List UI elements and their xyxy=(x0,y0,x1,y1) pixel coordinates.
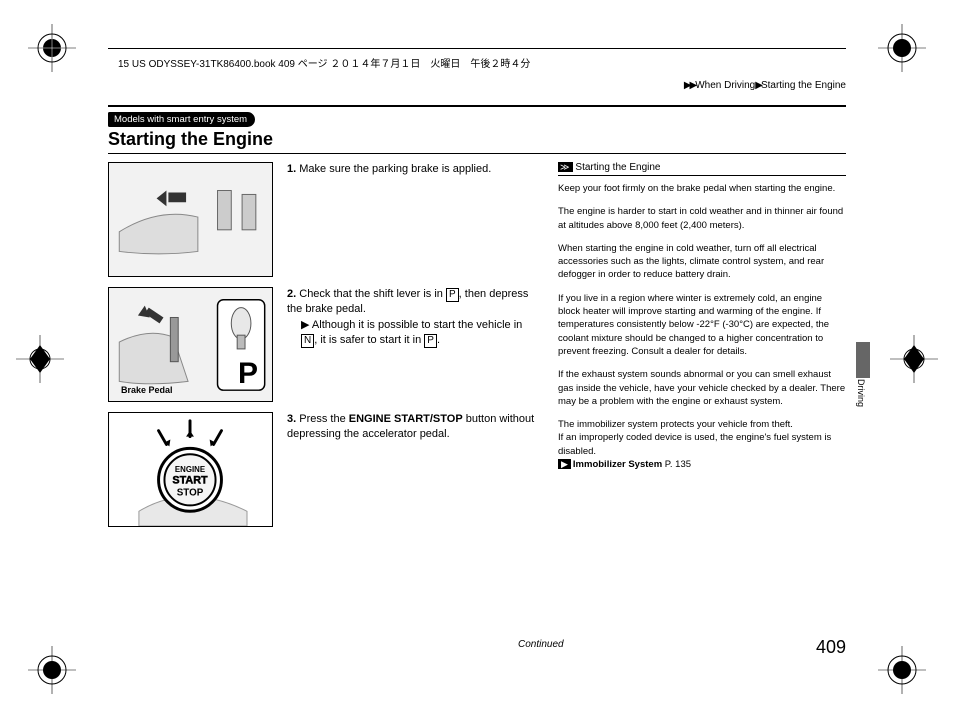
step-number: 2. xyxy=(287,288,296,300)
gear-box-p: P xyxy=(446,288,459,302)
steps-column: 1. Make sure the parking brake is applie… xyxy=(108,162,538,537)
step-sub: Although it is possible to start the veh… xyxy=(312,319,522,331)
step-number: 1. xyxy=(287,163,296,175)
figure-start-button: ENGINE START STOP xyxy=(108,412,273,527)
continued-label: Continued xyxy=(518,639,564,650)
sidebar-para: If you live in a region where winter is … xyxy=(558,292,846,358)
section-title: Starting the Engine xyxy=(108,129,846,154)
step-number: 3. xyxy=(287,413,296,425)
step-2: Brake Pedal P 2. Check that the shift le… xyxy=(108,287,538,402)
crop-mark-icon xyxy=(878,24,926,72)
sidebar-para: Keep your foot firmly on the brake pedal… xyxy=(558,182,846,195)
section-tab: Driving xyxy=(856,342,874,407)
triangle-icon: ▶ xyxy=(301,319,309,331)
ref-title: Immobilizer System xyxy=(573,459,662,470)
tab-bar xyxy=(856,342,870,378)
chevron-icon: ≫ xyxy=(558,162,573,172)
sidebar-para: If the exhaust system sounds abnormal or… xyxy=(558,368,846,408)
sidebar-para: When starting the engine in cold weather… xyxy=(558,242,846,282)
page-number: 409 xyxy=(816,637,846,658)
btn-line: START xyxy=(172,475,208,487)
sidebar-para: The immobilizer system protects your veh… xyxy=(558,418,846,471)
sidebar-title-text: Starting the Engine xyxy=(575,162,660,173)
step-sub: , it is safer to start it in xyxy=(314,334,424,346)
crop-mark-icon xyxy=(878,646,926,694)
step-text: 1. Make sure the parking brake is applie… xyxy=(287,162,538,277)
step-line: Make sure the parking brake is applied. xyxy=(299,163,491,175)
breadcrumb: ▶▶When Driving▶Starting the Engine xyxy=(108,80,846,91)
btn-line: ENGINE xyxy=(175,465,205,474)
crop-mark-icon xyxy=(890,335,938,383)
gear-box-p: P xyxy=(424,334,437,348)
step-line: Press the xyxy=(299,413,349,425)
variant-badge: Models with smart entry system xyxy=(108,112,255,127)
step-text: 2. Check that the shift lever is in P, t… xyxy=(287,287,538,402)
sidebar-title: ≫Starting the Engine xyxy=(558,162,846,176)
breadcrumb-part: Starting the Engine xyxy=(761,80,846,91)
ref-page: P. 135 xyxy=(662,459,691,470)
tab-label: Driving xyxy=(856,379,866,407)
header-file-info: 15 US ODYSSEY-31TK86400.book 409 ページ ２０１… xyxy=(118,55,530,70)
figure-parking-brake xyxy=(108,162,273,277)
step-text: 3. Press the ENGINE START/STOP button wi… xyxy=(287,412,538,527)
gear-box-n: N xyxy=(301,334,314,348)
step-line: Check that the shift lever is in xyxy=(299,288,446,300)
figure-label: Brake Pedal xyxy=(121,385,173,395)
sidebar-column: ≫Starting the Engine Keep your foot firm… xyxy=(558,162,846,537)
crop-mark-icon xyxy=(28,646,76,694)
step-sub: . xyxy=(437,334,440,346)
btn-line: STOP xyxy=(177,488,204,499)
ref-marker-icon: ▶ xyxy=(558,459,571,469)
sidebar-line: The immobilizer system protects your veh… xyxy=(558,419,793,430)
step-1: 1. Make sure the parking brake is applie… xyxy=(108,162,538,277)
crop-mark-icon xyxy=(28,24,76,72)
gear-p-large: P xyxy=(238,357,258,391)
top-rule xyxy=(108,105,846,107)
breadcrumb-arrow-icon: ▶▶ xyxy=(684,80,695,91)
header-rule xyxy=(108,48,846,49)
step-bold: ENGINE START/STOP xyxy=(349,413,463,425)
sidebar-body: Keep your foot firmly on the brake pedal… xyxy=(558,182,846,471)
figure-brake-pedal: Brake Pedal P xyxy=(108,287,273,402)
breadcrumb-part: When Driving xyxy=(695,80,755,91)
sidebar-para: The engine is harder to start in cold we… xyxy=(558,205,846,232)
step-3: ENGINE START STOP 3. Press the ENGINE ST… xyxy=(108,412,538,527)
crop-mark-icon xyxy=(16,335,64,383)
sidebar-line: If an improperly coded device is used, t… xyxy=(558,432,831,456)
